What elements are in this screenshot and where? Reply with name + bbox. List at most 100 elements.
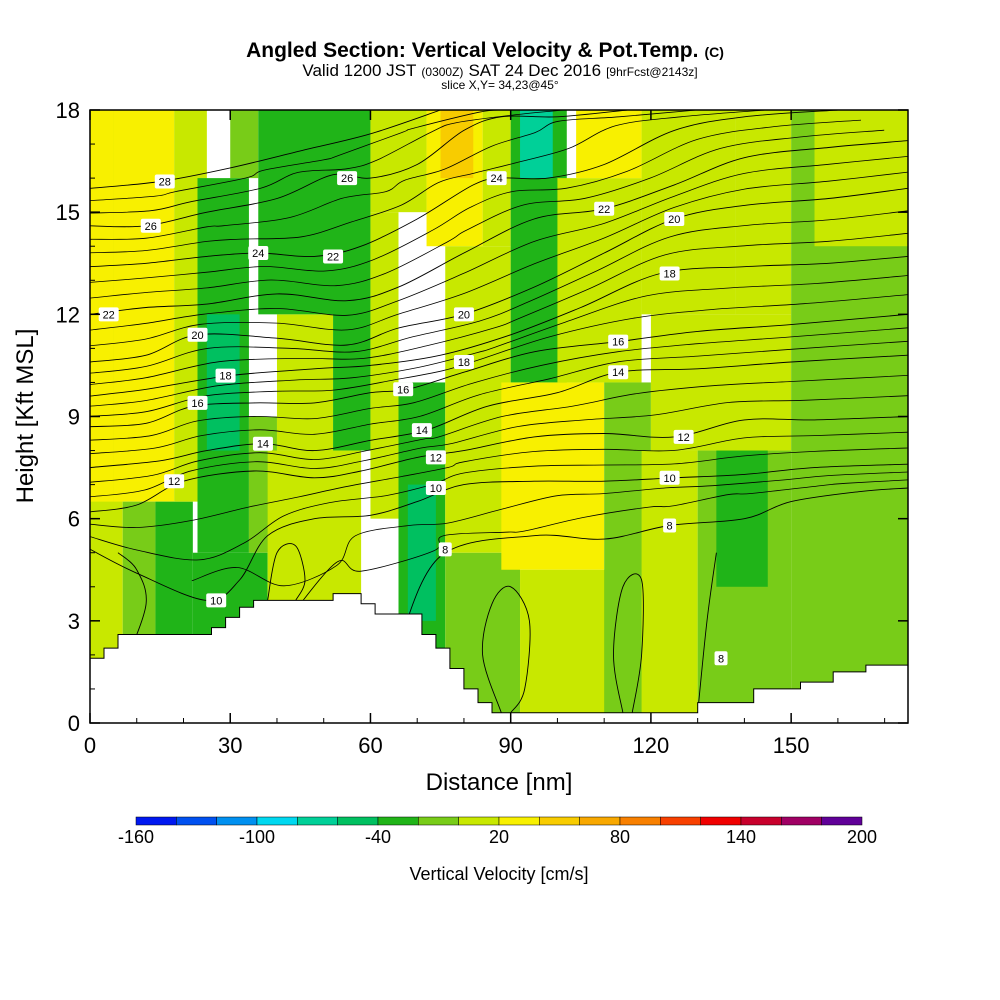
velocity-cell-37 [735,110,792,315]
contour-label-18: 14 [411,423,432,438]
contour-label-bg [411,423,432,438]
contour-label-24: 12 [164,474,185,489]
contour-label-text: 8 [442,544,448,556]
colorbar-swatch-17 [821,816,863,826]
contour-label-text: 20 [458,309,470,321]
contour-label-text: 12 [430,452,442,464]
colorbar-swatch-4 [297,816,338,826]
x-axis: 0 30 60 90 120 150 [84,110,886,758]
contour-label-bg [187,327,208,342]
colorbar-swatch-12 [619,816,661,826]
contour-label-text: 22 [327,251,339,263]
extra-contour-2 [481,585,531,714]
colorbar-tick-label-2: -40 [365,827,391,847]
contour-label-bg [140,218,161,233]
contour-label-4: 22 [323,249,344,264]
velocity-cell-9 [230,110,259,179]
contour-label-text: 22 [598,204,610,216]
colorbar-tick-label-3: 20 [489,827,509,847]
colorbar-swatch-5 [337,816,379,826]
valid-time-zulu: (0300Z) [421,65,463,79]
contour-label-bg [663,518,677,533]
contour-label-text: 28 [159,177,171,189]
contour-label-23: 10 [425,481,446,496]
colorbar-swatch-0 [135,816,177,826]
velocity-cell-32 [641,450,698,723]
x-tick-label-5: 150 [773,733,810,758]
x-tick-label-4: 120 [633,733,670,758]
contour-label-9: 22 [98,307,119,322]
velocity-cell-1 [90,110,114,502]
colorbar-label: Vertical Velocity [cm/s] [409,864,588,884]
contour-label-text: 10 [430,483,442,495]
contour-label-text: 10 [663,473,675,485]
contour-label-bg [252,436,273,451]
contour-label-text: 24 [491,173,503,185]
colorbar-tick-label-4: 80 [610,827,630,847]
isentrope-28 [90,110,441,189]
contour-label-bg [453,355,474,370]
isentrope-minor-24-1 [90,110,698,240]
terrain-mask [90,593,908,723]
contour-label-text: 14 [416,425,428,437]
contour-label-bg [594,201,615,216]
isentrope-14 [90,354,908,469]
contour-label-16: 16 [187,395,208,410]
isentrope-minor-10-0 [90,447,908,561]
contour-label-17: 16 [393,382,414,397]
x-tick-label-2: 60 [358,733,382,758]
contour-label-bg [438,542,452,557]
contour-label-bg [215,368,236,383]
x-tick-label-3: 90 [498,733,522,758]
contour-label-text: 14 [612,367,624,379]
contour-label-text: 12 [168,476,180,488]
contour-label-1: 26 [140,218,161,233]
contour-label-8: 18 [659,266,680,281]
y-tick-label-2: 6 [68,507,80,532]
x-axis-label: Distance [nm] [426,769,573,796]
contour-label-bg [337,171,358,186]
contour-label-text: 16 [612,337,624,349]
extra-contour-4 [697,552,717,713]
colorbar-swatch-7 [418,816,459,826]
contour-label-bg [659,470,680,485]
contour-label-25: 8 [663,518,677,533]
colorbar-swatch-6 [377,816,419,826]
extra-contour-0 [117,552,147,659]
contour-label-10: 20 [187,327,208,342]
y-axis: 0 3 6 9 12 15 18 [56,98,908,736]
contour-label-bg [164,474,185,489]
velocity-cell-13 [258,110,343,315]
y-tick-label-5: 15 [56,200,80,225]
colorbar-swatch-10 [539,816,580,826]
colorbar-swatch-1 [176,816,217,826]
contour-label-2: 24 [248,246,269,261]
velocity-cell-26 [520,110,553,179]
forecast-info: [9hrFcst@2143z] [606,65,698,79]
valid-line: Valid 1200 JST (0300Z) SAT 24 Dec 2016 [9hr… [302,61,697,80]
contour-label-bg [98,307,119,322]
contour-label-14: 18 [215,368,236,383]
chart-title: Angled Section: Vertical Velocity & Pot.… [246,39,724,62]
valid-date: SAT 24 Dec 2016 [468,61,601,80]
contour-label-bg [453,307,474,322]
extra-contour-3 [613,573,644,713]
contour-label-bg [393,382,414,397]
colorbar-swatch-14 [700,816,742,826]
velocity-cell-2 [113,110,175,502]
contour-label-bg [323,249,344,264]
contour-label-text: 16 [191,398,203,410]
velocity-cell-24 [445,246,511,553]
velocity-cell-12 [276,314,334,451]
isentrope-22 [90,140,908,315]
colorbar: -160 -100 -40 20 80 140 200 [118,816,877,847]
y-tick-label-1: 3 [68,609,80,634]
colorbar-swatch-15 [740,816,782,826]
contour-label-text: 20 [191,330,203,342]
contour-label-22: 10 [659,470,680,485]
contour-label-text: 26 [341,173,353,185]
colorbar-swatch-9 [498,816,540,826]
contour-label-28: 8 [714,651,728,666]
contour-label-text: 8 [667,520,673,532]
